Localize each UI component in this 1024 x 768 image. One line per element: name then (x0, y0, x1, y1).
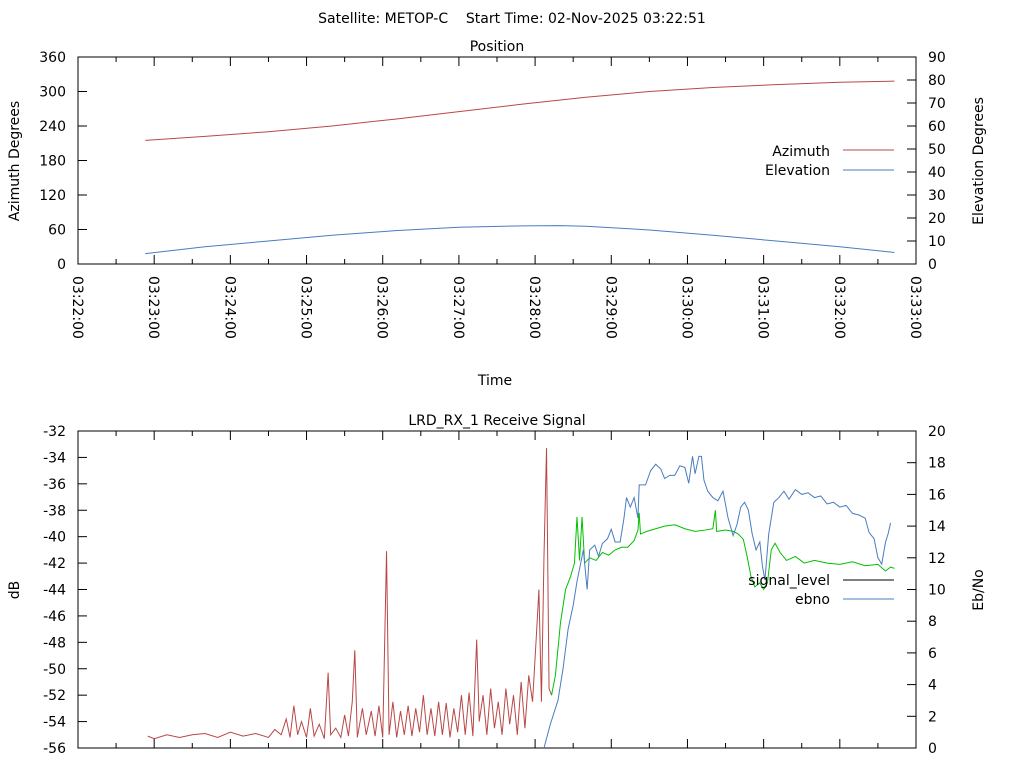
position-y2-tick-label: 90 (928, 50, 946, 66)
signal-y-tick-label: -46 (43, 609, 66, 625)
position-y2-tick-label: 30 (928, 188, 946, 204)
signal-y-tick-label: -44 (43, 583, 66, 599)
position-y-tick-label: 120 (39, 188, 66, 204)
position-plot-frame (77, 56, 917, 265)
signal-y2-tick-label: 14 (928, 519, 946, 535)
signal-y2-tick-label: 16 (928, 487, 946, 503)
position-x-tick-label: 03:29:00 (602, 276, 618, 339)
signal-y2-tick-label: 2 (928, 709, 937, 725)
signal-y-tick-label: -42 (43, 556, 66, 572)
signal-y-tick-label: -50 (43, 662, 66, 678)
position-x-tick-label: 03:33:00 (907, 276, 923, 339)
signal-chart-title: LRD_RX_1 Receive Signal (408, 413, 585, 429)
position-x-tick-label: 03:27:00 (450, 276, 466, 339)
position-series-azimuth (145, 80, 895, 141)
signal-y-tick-label: -54 (43, 715, 66, 731)
position-x-tick-label: 03:31:00 (755, 276, 771, 339)
position-y-tick-label: 180 (39, 154, 66, 170)
legend-elevation-label: Elevation (765, 163, 830, 179)
position-y-tick-label: 240 (39, 119, 66, 135)
figure-title: Satellite: METOP-C Start Time: 02-Nov-20… (318, 11, 706, 27)
position-x-axis-label: Time (477, 373, 512, 389)
position-y2-tick-label: 20 (928, 211, 946, 227)
signal-plot-frame (77, 430, 917, 749)
signal-y-tick-label: -34 (43, 450, 66, 466)
signal-y2-tick-label: 0 (928, 741, 937, 757)
position-y-axis-label: Azimuth Degrees (7, 101, 23, 221)
position-x-tick-label: 03:23:00 (145, 276, 161, 339)
position-x-tick-label: 03:28:00 (526, 276, 542, 339)
signal-series-signal-level-high (551, 510, 895, 696)
signal-y2-tick-label: 12 (928, 551, 946, 567)
position-x-tick-label: 03:25:00 (298, 276, 314, 339)
signal-y2-tick-label: 20 (928, 424, 946, 440)
signal-y2-tick-label: 10 (928, 583, 946, 599)
position-x-tick-label: 03:32:00 (831, 276, 847, 339)
position-y-tick-label: 360 (39, 50, 66, 66)
legend-signal-level-label: signal_level (748, 573, 830, 589)
legend-azimuth-label: Azimuth (772, 144, 830, 160)
signal-y-tick-label: -38 (43, 503, 66, 519)
position-y2-tick-label: 0 (928, 257, 937, 273)
position-y-tick-label: 300 (39, 85, 66, 101)
position-y2-axis-label: Elevation Degrees (971, 97, 987, 225)
signal-y2-tick-label: 4 (928, 678, 937, 694)
position-y2-tick-label: 50 (928, 142, 946, 158)
position-y-tick-label: 0 (57, 257, 66, 273)
signal-y-tick-label: -32 (43, 424, 66, 440)
signal-y-axis-label: dB (7, 581, 23, 600)
signal-y-tick-label: -48 (43, 635, 66, 651)
signal-series-ebno (543, 455, 892, 749)
signal-y-tick-label: -36 (43, 477, 66, 493)
position-x-tick-label: 03:26:00 (374, 276, 390, 339)
position-y2-tick-label: 10 (928, 234, 946, 250)
signal-y2-tick-label: 18 (928, 456, 946, 472)
position-chart-title: Position (470, 39, 525, 55)
position-x-tick-label: 03:24:00 (221, 276, 237, 339)
legend-ebno-label: ebno (795, 592, 830, 608)
position-y2-tick-label: 60 (928, 119, 946, 135)
signal-y2-tick-label: 6 (928, 646, 937, 662)
position-series-elevation (145, 225, 895, 255)
signal-y-tick-label: -56 (43, 741, 66, 757)
signal-y-tick-label: -40 (43, 530, 66, 546)
signal-y2-axis-label: Eb/No (971, 569, 987, 611)
position-y2-tick-label: 70 (928, 96, 946, 112)
position-y2-tick-label: 40 (928, 165, 946, 181)
signal-y-tick-label: -52 (43, 688, 66, 704)
signal-y2-tick-label: 8 (928, 614, 937, 630)
position-y2-tick-label: 80 (928, 73, 946, 89)
position-x-tick-label: 03:22:00 (69, 276, 85, 339)
position-y-tick-label: 60 (48, 223, 66, 239)
signal-series-signal-level-low (147, 448, 553, 740)
position-x-tick-label: 03:30:00 (678, 276, 694, 339)
